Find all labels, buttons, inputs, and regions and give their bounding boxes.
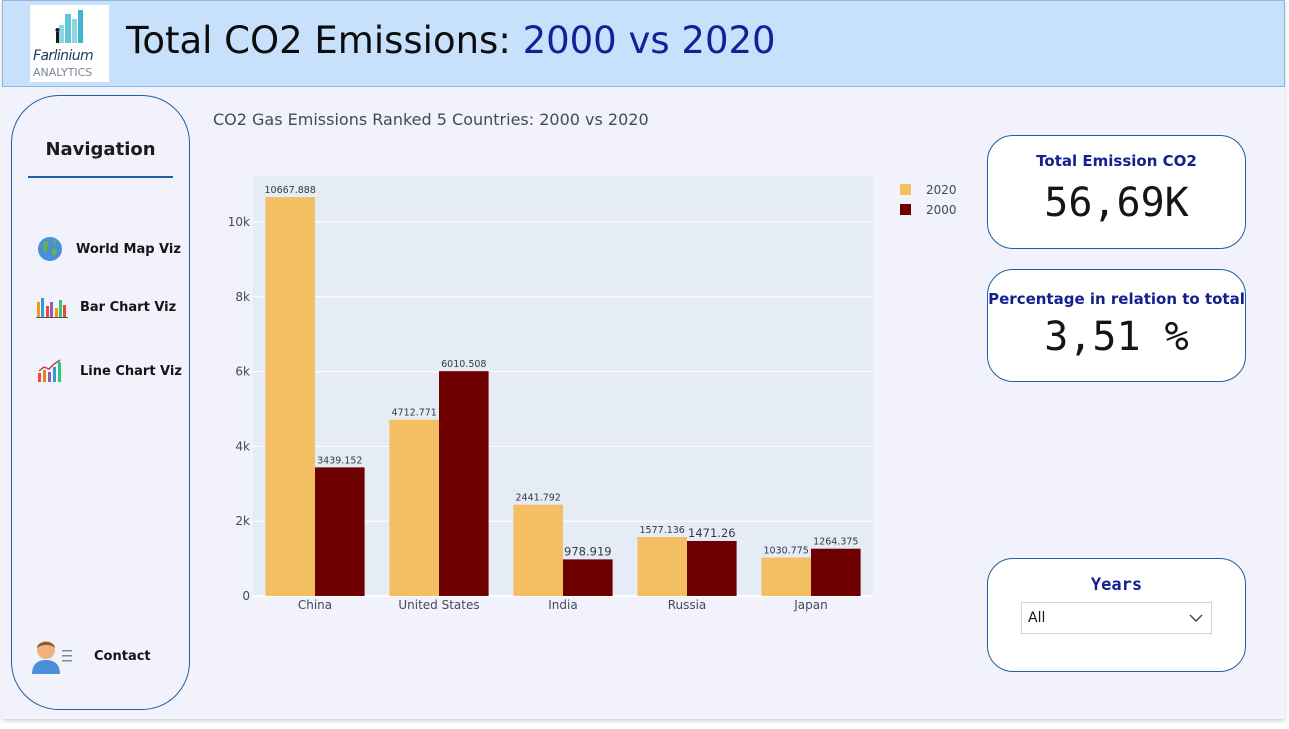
x-tick-label: Russia: [668, 598, 707, 612]
bar-2000: [811, 548, 861, 596]
years-dropdown[interactable]: All: [1021, 602, 1212, 634]
person-icon: [32, 641, 72, 674]
nav-item-line-chart[interactable]: Line Chart Viz: [36, 356, 182, 386]
y-tick-label: 2k: [235, 514, 250, 528]
x-tick-label: China: [298, 598, 332, 612]
nav-item-world-map[interactable]: World Map Viz: [36, 234, 181, 264]
data-label: 1577.136: [640, 525, 685, 536]
y-tick-label: 10k: [228, 215, 250, 229]
percentage-value: 3,51 %: [1044, 314, 1189, 360]
nav-item-label: Bar Chart Viz: [80, 299, 177, 315]
bar-2000: [687, 540, 737, 596]
bar-2020: [389, 419, 439, 596]
page-title-years: 2000 vs 2020: [522, 19, 776, 62]
bar-2000: [439, 371, 489, 596]
y-tick-label: 0: [242, 589, 250, 603]
nav-item-bar-chart[interactable]: Bar Chart Viz: [36, 292, 176, 322]
percentage-label: Percentage in relation to total: [988, 290, 1245, 308]
globe-icon: [38, 237, 62, 261]
data-label: 1264.375: [813, 537, 858, 548]
y-tick-label: 8k: [235, 290, 250, 304]
bar-2020: [265, 196, 315, 596]
nav-item-contact[interactable]: Contact: [28, 636, 151, 676]
y-tick-label: 6k: [235, 365, 250, 379]
bar-chart-icon: [36, 298, 68, 318]
years-filter-card: Years All: [987, 558, 1246, 672]
legend-label: 2020: [926, 183, 957, 197]
chevron-down-icon: [1189, 614, 1203, 622]
data-label: 6010.508: [441, 359, 486, 370]
navigation-panel: Navigation World Map Viz Bar Chart Viz: [11, 95, 190, 710]
logo-buildings-icon: [55, 10, 83, 43]
nav-item-label: Line Chart Viz: [80, 363, 182, 379]
bar-2000: [315, 467, 365, 596]
chart-title: CO2 Gas Emissions Ranked 5 Countries: 20…: [213, 110, 649, 129]
nav-item-label: Contact: [94, 648, 151, 664]
data-label: 978.919: [564, 544, 612, 558]
data-label: 1030.775: [764, 545, 809, 556]
percentage-card: Percentage in relation to total 3,51 %: [987, 269, 1246, 382]
data-label: 10667.888: [265, 185, 316, 196]
years-filter-label: Years: [1090, 575, 1143, 595]
x-tick-label: Japan: [793, 598, 827, 612]
nav-item-label: World Map Viz: [76, 241, 181, 257]
line-chart-icon: [38, 359, 61, 382]
logo-subtitle: ANALYTICS: [33, 66, 93, 79]
bar-chart: 0 2k 4k 6k 8k 10k 10667.888 3439.152 China 4712.7…: [228, 176, 957, 612]
header-bar: Farlinium ANALYTICS Total CO2 Emissions:…: [2, 0, 1285, 87]
data-label: 3439.152: [317, 455, 362, 466]
logo-wordmark: Farlinium: [33, 48, 94, 64]
data-label: 2441.792: [516, 493, 561, 504]
x-tick-label: India: [548, 598, 577, 612]
bar-2000: [563, 559, 613, 596]
data-label: 4712.771: [392, 408, 437, 419]
bar-2020: [637, 537, 687, 596]
data-label: 1471.26: [688, 526, 736, 540]
bar-2020: [761, 557, 811, 596]
page-title-main: Total CO2 Emissions:: [126, 19, 523, 62]
total-emission-value: 56,69K: [1044, 180, 1189, 226]
page-title: Total CO2 Emissions: 2000 vs 2020: [126, 18, 776, 64]
navigation-title: Navigation: [45, 139, 156, 160]
total-emission-card: Total Emission CO2 56,69K: [987, 135, 1246, 249]
navigation-divider: [28, 176, 173, 178]
legend-swatch-2000: [900, 204, 911, 215]
bar-2020: [513, 504, 563, 596]
legend-swatch-2020: [900, 184, 911, 195]
total-emission-label: Total Emission CO2: [1036, 152, 1197, 170]
legend-label: 2000: [926, 203, 957, 217]
company-logo: Farlinium ANALYTICS: [30, 5, 109, 82]
years-dropdown-value: All: [1028, 610, 1046, 626]
x-tick-label: United States: [398, 598, 479, 612]
y-tick-label: 4k: [235, 439, 250, 453]
